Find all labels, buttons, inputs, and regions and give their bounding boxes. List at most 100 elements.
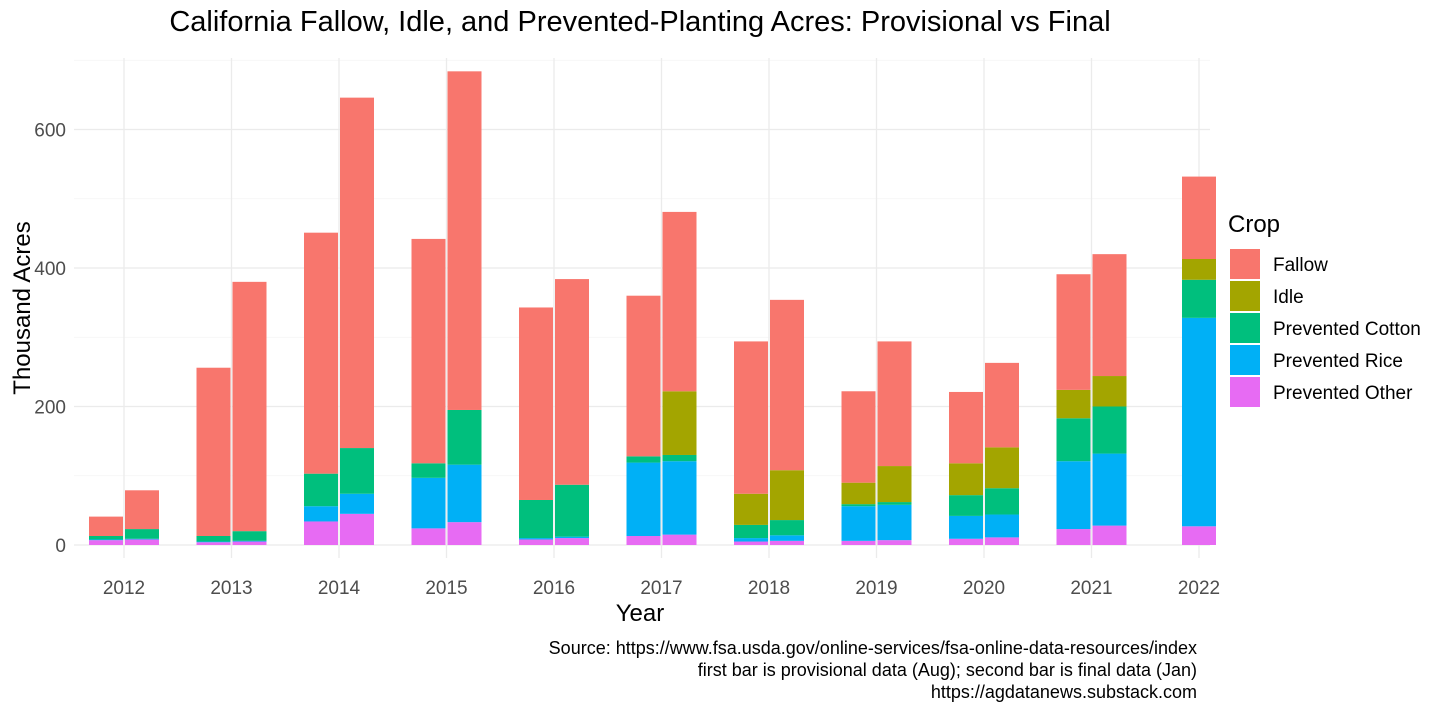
x-tick-label: 2013 — [210, 578, 252, 599]
bar-2020-final-fallow — [985, 362, 1019, 448]
x-tick-label: 2012 — [103, 578, 145, 599]
x-tick-label: 2016 — [533, 578, 575, 599]
x-tick-label: 2020 — [963, 578, 1005, 599]
bar-2012-final-prevented-cotton — [125, 529, 159, 539]
caption: Source: https://www.fsa.usda.gov/online-… — [549, 638, 1197, 702]
bar-2020-provisional-prevented-other — [949, 538, 983, 545]
bar-2020-final-idle — [985, 447, 1019, 489]
bar-2013-provisional-prevented-other — [196, 542, 231, 545]
bar-2019-final-idle — [877, 466, 912, 503]
bar-2016-final-prevented-cotton — [555, 484, 589, 537]
bar-2019-final-fallow — [877, 341, 912, 467]
bar-2019-provisional-prevented-other — [841, 540, 876, 545]
bar-2015-final-fallow — [447, 71, 482, 410]
caption-note: first bar is provisional data (Aug); sec… — [698, 660, 1197, 680]
bar-2014-provisional-fallow — [304, 232, 338, 474]
bar-2016-provisional-fallow — [519, 307, 553, 500]
bar-2012-provisional-fallow — [89, 516, 123, 536]
x-tick-label: 2021 — [1070, 578, 1112, 599]
bar-2019-provisional-fallow — [841, 391, 876, 483]
bar-2016-final-prevented-rice — [555, 536, 589, 539]
y-tick-label: 0 — [55, 536, 66, 557]
x-tick-label: 2022 — [1178, 578, 1220, 599]
bar-2020-provisional-fallow — [949, 391, 983, 464]
caption-source: Source: https://www.fsa.usda.gov/online-… — [549, 638, 1197, 658]
legend-label-prevented-rice: Prevented Rice — [1273, 351, 1403, 372]
bar-2018-provisional-prevented-rice — [734, 538, 768, 542]
bar-2020-final-prevented-other — [985, 537, 1019, 545]
legend-label-prevented-cotton: Prevented Cotton — [1273, 319, 1421, 340]
bar-2020-provisional-prevented-cotton — [949, 495, 983, 516]
bar-2016-final-prevented-other — [555, 538, 589, 545]
bar-2017-provisional-prevented-other — [626, 535, 661, 545]
bar-2021-final-prevented-cotton — [1092, 406, 1127, 454]
legend-swatch-fallow — [1230, 249, 1260, 279]
bar-2021-provisional-prevented-cotton — [1056, 418, 1091, 462]
y-axis-ticks: 0 200 400 600 — [34, 121, 66, 558]
bar-2021-provisional-idle — [1056, 389, 1091, 419]
bar-2018-final-idle — [770, 470, 804, 521]
bar-2018-final-prevented-rice — [770, 535, 804, 541]
bar-2015-final-prevented-cotton — [447, 409, 482, 465]
bar-2017-final-prevented-other — [662, 534, 697, 545]
bar-2021-provisional-prevented-other — [1056, 529, 1091, 545]
bar-2018-provisional-idle — [734, 493, 768, 525]
bar-2017-provisional-prevented-cotton — [626, 456, 661, 463]
bar-2018-final-fallow — [770, 299, 804, 471]
bar-2014-provisional-prevented-rice — [304, 506, 338, 522]
legend-swatch-prevented-other — [1230, 377, 1260, 407]
x-tick-label: 2018 — [748, 578, 790, 599]
bar-2012-provisional-prevented-rice — [89, 539, 123, 541]
y-axis-title: Thousand Acres — [9, 221, 36, 394]
bars — [89, 71, 1216, 545]
x-tick-label: 2019 — [855, 578, 897, 599]
bar-2016-provisional-prevented-cotton — [519, 499, 553, 539]
bar-2021-final-fallow — [1092, 254, 1127, 377]
bar-2015-provisional-prevented-rice — [411, 477, 446, 529]
chart-title: California Fallow, Idle, and Prevented-P… — [169, 6, 1110, 38]
bar-2021-provisional-fallow — [1056, 274, 1091, 390]
caption-url: https://agdatanews.substack.com — [931, 682, 1197, 702]
bar-2014-final-fallow — [340, 97, 374, 449]
bar-2017-final-idle — [662, 391, 697, 455]
bar-2020-provisional-idle — [949, 463, 983, 496]
bar-2012-provisional-prevented-cotton — [89, 535, 123, 540]
bar-2021-final-idle — [1092, 376, 1127, 407]
x-axis-ticks: 2012 2013 2014 2015 2016 2017 2018 2019 2020 2021… — [103, 578, 1220, 599]
bar-2022-provisional-fallow — [1182, 176, 1216, 259]
bar-2012-provisional-prevented-other — [89, 540, 123, 545]
y-tick-label: 600 — [34, 121, 66, 142]
bar-2021-final-prevented-rice — [1092, 453, 1127, 526]
legend-label-idle: Idle — [1273, 287, 1304, 308]
x-tick-label: 2015 — [425, 578, 467, 599]
x-axis-title: Year — [616, 600, 665, 627]
bar-2014-final-prevented-other — [340, 513, 374, 545]
bar-2022-provisional-prevented-rice — [1182, 317, 1216, 527]
y-tick-label: 400 — [34, 259, 66, 280]
bar-2014-provisional-prevented-cotton — [304, 473, 338, 507]
bar-2015-provisional-fallow — [411, 238, 446, 464]
bar-2014-final-prevented-cotton — [340, 448, 374, 494]
legend: Crop Fallow Idle Prevented Cotton Prevented… — [1228, 211, 1421, 407]
bar-2019-provisional-idle — [841, 482, 876, 505]
bar-2022-provisional-prevented-other — [1182, 526, 1216, 545]
bar-2018-provisional-prevented-cotton — [734, 524, 768, 539]
bar-2013-provisional-fallow — [196, 367, 231, 536]
legend-swatch-prevented-rice — [1230, 345, 1260, 375]
bar-2019-provisional-prevented-rice — [841, 506, 876, 541]
bar-2013-final-prevented-cotton — [232, 531, 267, 541]
bar-2012-final-prevented-other — [125, 539, 159, 545]
bar-2022-provisional-prevented-cotton — [1182, 279, 1216, 318]
bar-2018-final-prevented-cotton — [770, 520, 804, 536]
bar-2012-final-prevented-rice — [125, 538, 159, 540]
bar-2012-final-fallow — [125, 490, 159, 530]
bar-2014-provisional-prevented-other — [304, 521, 338, 545]
bar-2015-final-prevented-rice — [447, 464, 482, 523]
legend-label-prevented-other: Prevented Other — [1273, 383, 1413, 404]
bar-2015-final-prevented-other — [447, 522, 482, 545]
bar-2013-final-fallow — [232, 281, 267, 532]
bar-2019-final-prevented-other — [877, 540, 912, 545]
x-tick-label: 2014 — [318, 578, 361, 599]
bar-2019-final-prevented-cotton — [877, 502, 912, 505]
